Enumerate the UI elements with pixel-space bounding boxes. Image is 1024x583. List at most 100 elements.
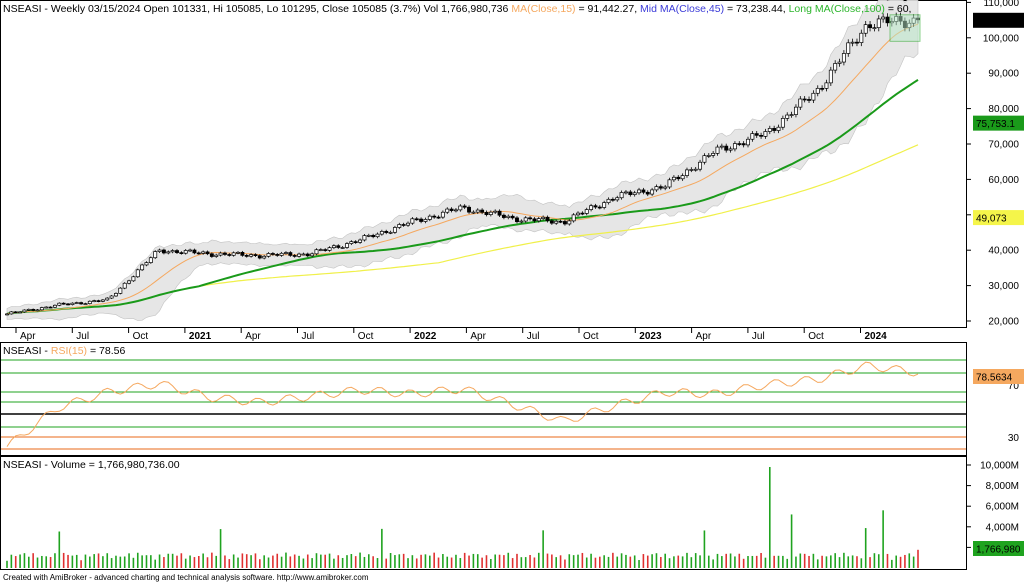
candle bbox=[597, 205, 602, 210]
candle bbox=[188, 248, 193, 252]
candle-body bbox=[589, 205, 594, 210]
candle bbox=[388, 230, 393, 235]
volume-badge: 1,766,980 bbox=[973, 541, 1024, 556]
candle-body bbox=[279, 252, 284, 256]
candle bbox=[746, 136, 750, 148]
candle bbox=[39, 306, 44, 311]
mid-ma-badge-text: 75,753.1 bbox=[976, 119, 1015, 130]
candle-body bbox=[763, 131, 768, 137]
candle-body bbox=[144, 262, 149, 266]
candle-body bbox=[663, 186, 668, 189]
candle-body bbox=[61, 302, 66, 305]
candle bbox=[127, 279, 131, 285]
candle-body bbox=[170, 250, 175, 253]
candle-body bbox=[693, 168, 698, 171]
candle-body bbox=[510, 215, 515, 219]
candle-body bbox=[5, 313, 9, 316]
candle-body bbox=[654, 186, 659, 191]
candle-body bbox=[602, 202, 607, 208]
time-tick-label: Apr bbox=[20, 331, 36, 342]
candle bbox=[288, 251, 293, 257]
candle bbox=[868, 20, 873, 32]
candle bbox=[318, 248, 323, 252]
candle-body bbox=[711, 153, 716, 156]
candle-body bbox=[427, 215, 432, 220]
candle bbox=[493, 209, 498, 214]
candle bbox=[850, 38, 855, 47]
candle-body bbox=[449, 208, 454, 211]
candle bbox=[179, 251, 184, 255]
price-pane[interactable] bbox=[0, 0, 967, 328]
candle-body bbox=[754, 133, 759, 136]
candle-body bbox=[222, 252, 227, 255]
candle bbox=[576, 211, 580, 217]
candle-body bbox=[562, 221, 567, 225]
candle-body bbox=[772, 128, 777, 131]
candle bbox=[711, 150, 716, 158]
short-ma-line bbox=[6, 23, 919, 315]
candle bbox=[31, 308, 36, 312]
time-tick-label: 2023 bbox=[639, 331, 662, 342]
candle-body bbox=[253, 254, 258, 256]
candle-body bbox=[131, 276, 136, 282]
rsi-pane[interactable] bbox=[0, 342, 967, 456]
candle-body bbox=[837, 61, 842, 64]
candle bbox=[392, 225, 397, 234]
candle-body bbox=[148, 257, 153, 263]
candle bbox=[114, 292, 118, 297]
candle-body bbox=[192, 249, 197, 254]
candle bbox=[92, 299, 97, 303]
candle bbox=[680, 173, 685, 181]
candle-body bbox=[96, 300, 101, 302]
mid-ma-line bbox=[6, 79, 919, 315]
candle bbox=[820, 85, 825, 92]
candle bbox=[35, 309, 40, 312]
candle-body bbox=[270, 253, 275, 255]
candle-body bbox=[554, 220, 559, 224]
candle-body bbox=[227, 254, 232, 256]
candle bbox=[214, 253, 219, 258]
candle bbox=[567, 219, 572, 226]
candle bbox=[314, 248, 319, 256]
candle-body bbox=[105, 297, 110, 301]
candle-body bbox=[462, 205, 467, 208]
candle bbox=[410, 217, 415, 225]
candle-body bbox=[100, 299, 105, 302]
candle bbox=[685, 167, 689, 178]
candle-body bbox=[759, 134, 764, 137]
candle-body bbox=[519, 220, 524, 223]
candle bbox=[262, 254, 267, 260]
candle bbox=[541, 215, 546, 221]
volume-tick-label: 4,000M bbox=[986, 522, 1019, 533]
volume-pane[interactable] bbox=[0, 456, 967, 570]
candle-body bbox=[118, 287, 123, 294]
time-tick-label: Oct bbox=[583, 331, 599, 342]
header-ma-long-val: = 60, bbox=[885, 3, 912, 15]
time-tick-label: 2021 bbox=[189, 331, 212, 342]
volume-tick-label: 6,000M bbox=[986, 502, 1019, 513]
candle-body bbox=[331, 245, 336, 249]
candle-body bbox=[737, 143, 742, 145]
candle bbox=[488, 210, 493, 217]
footer-credit: Created with AmiBroker - advanced charti… bbox=[3, 573, 369, 582]
candle bbox=[497, 209, 502, 217]
candle-body bbox=[292, 255, 297, 257]
candle bbox=[759, 132, 764, 139]
candle-body bbox=[48, 306, 53, 309]
candle-body bbox=[218, 252, 223, 256]
candle-body bbox=[375, 233, 380, 238]
candle-body bbox=[785, 114, 790, 119]
candle bbox=[484, 210, 489, 217]
candle-body bbox=[284, 252, 288, 254]
candle bbox=[135, 268, 140, 278]
long-ma-badge: 49,073 bbox=[973, 210, 1024, 226]
candle bbox=[323, 248, 328, 252]
candle-body bbox=[637, 189, 641, 194]
candle bbox=[780, 115, 785, 130]
candle bbox=[706, 153, 711, 159]
time-tick-label: Jul bbox=[527, 331, 540, 342]
candle-body bbox=[501, 214, 506, 218]
candle-body bbox=[109, 295, 114, 299]
candle bbox=[772, 125, 777, 134]
